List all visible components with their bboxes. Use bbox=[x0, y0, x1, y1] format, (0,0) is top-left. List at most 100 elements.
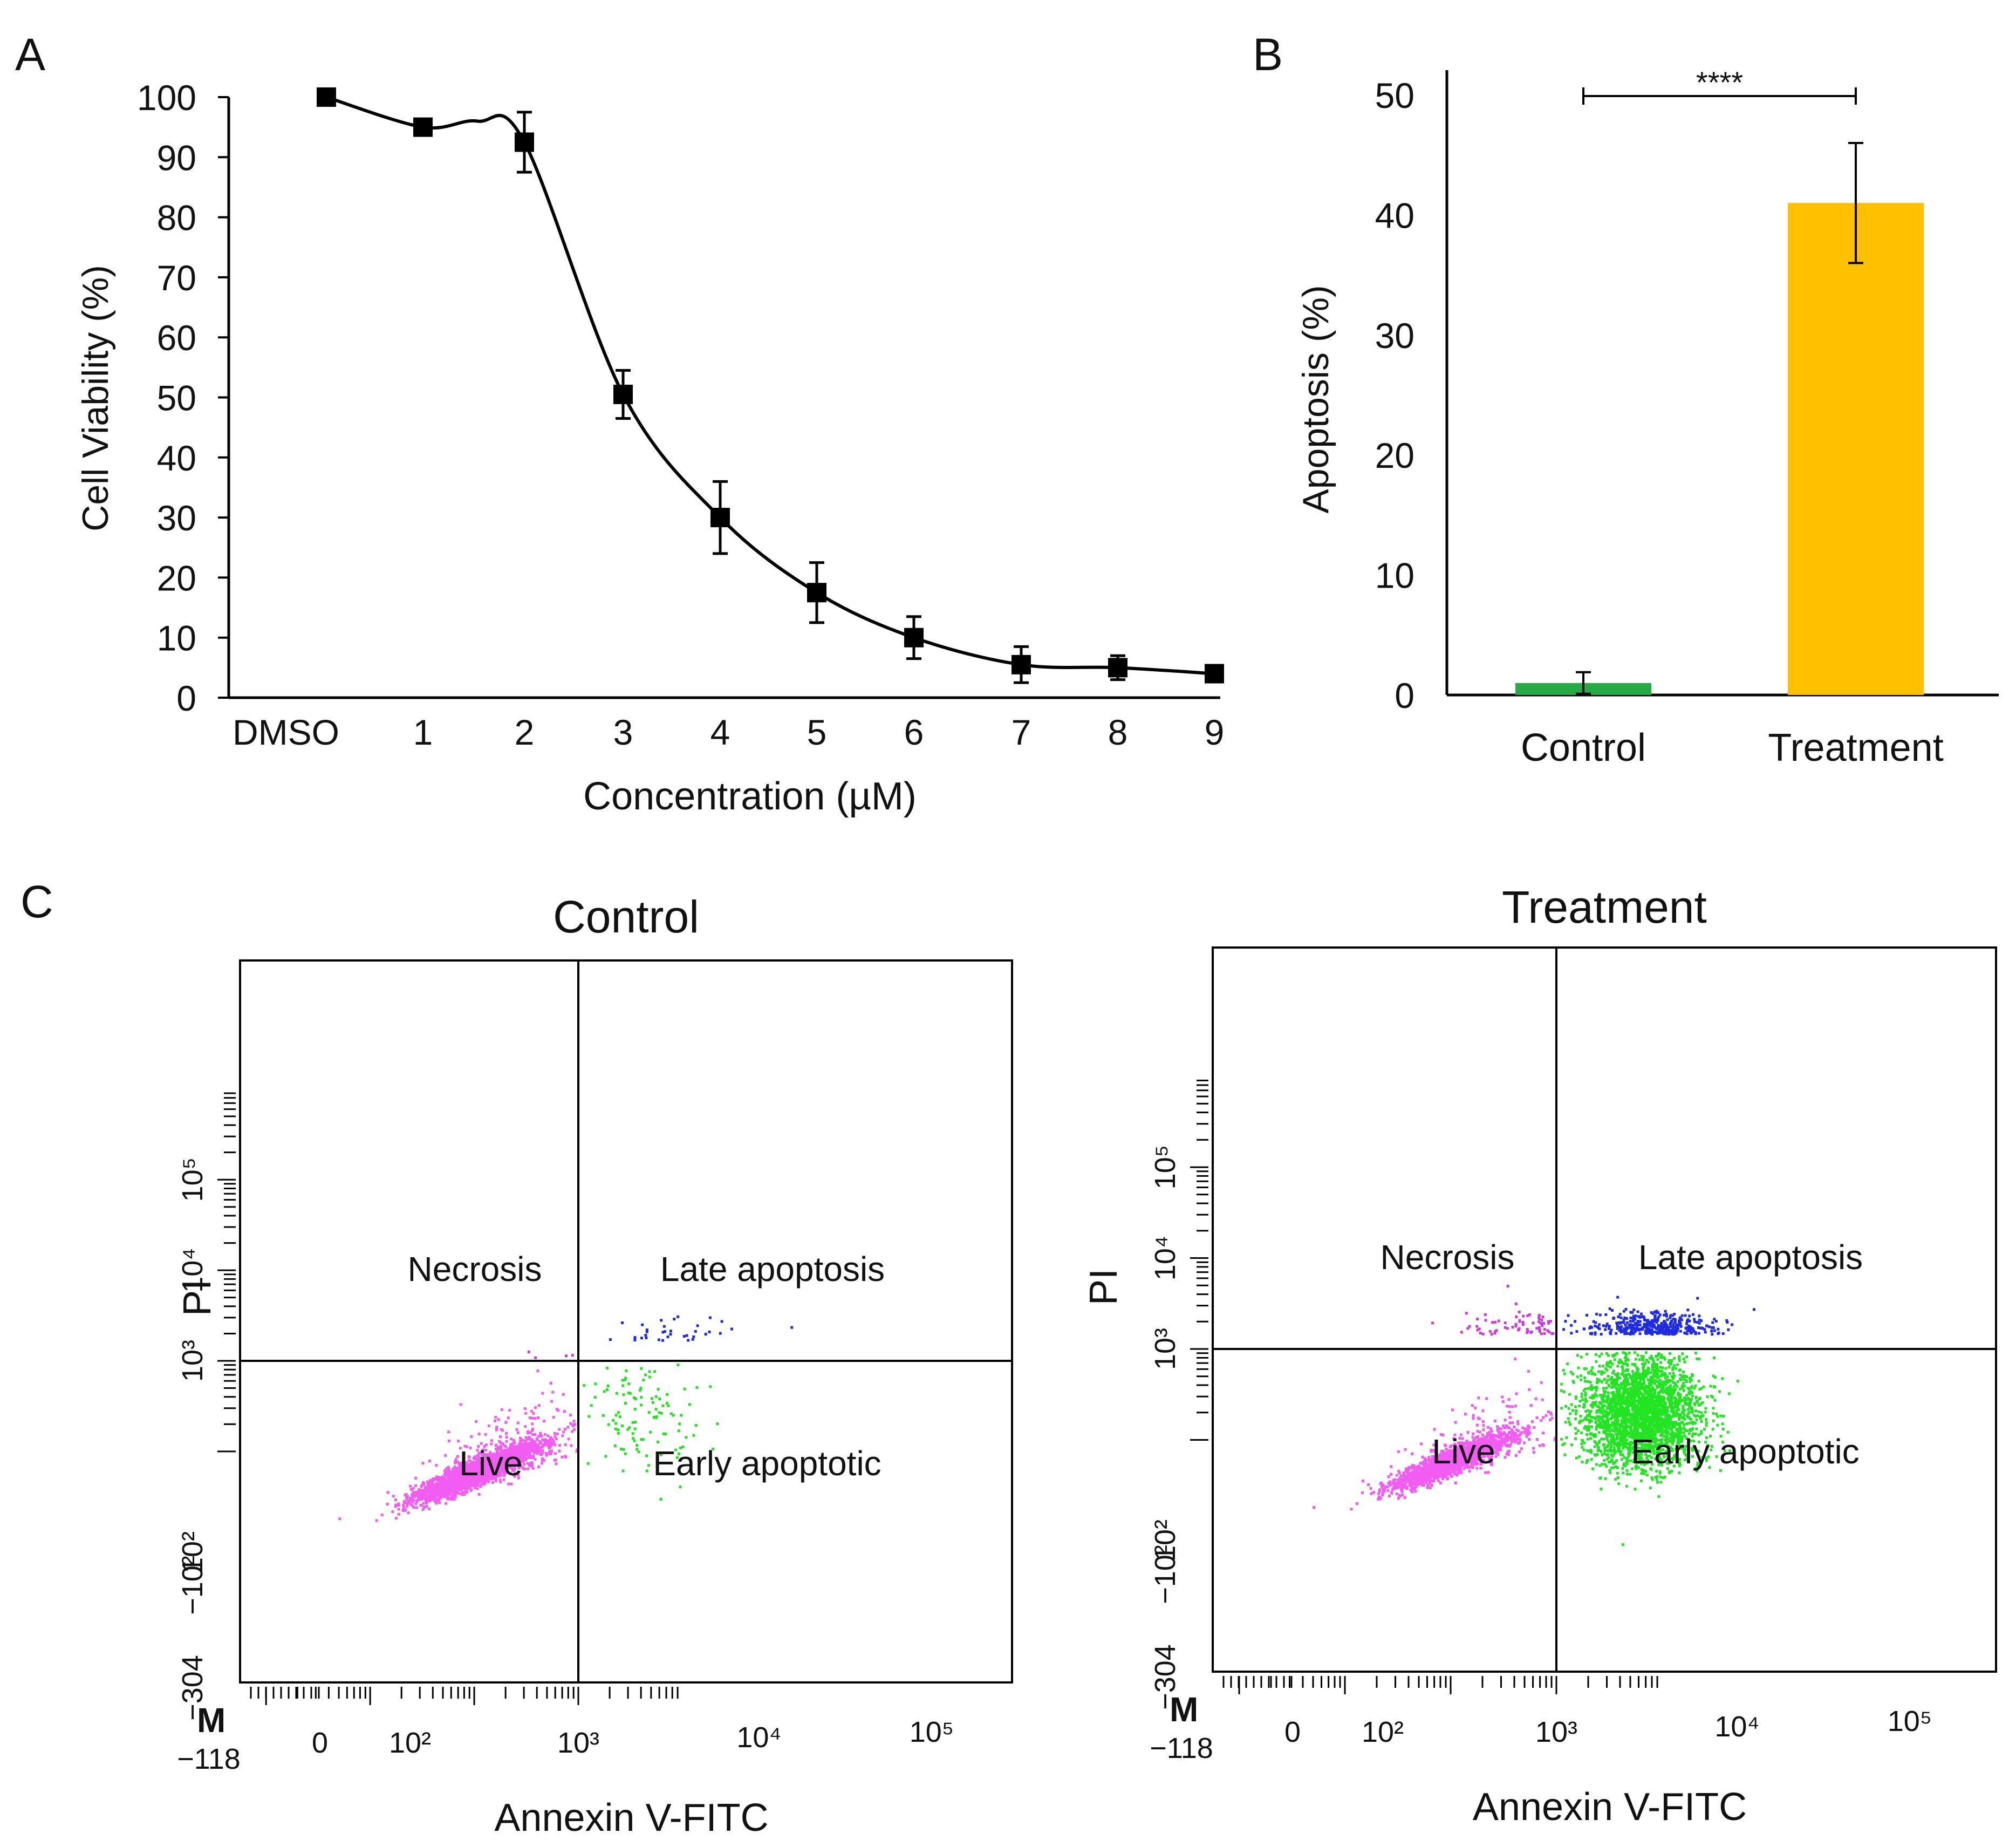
flow-dot bbox=[454, 1458, 457, 1461]
flow-dot bbox=[435, 1489, 438, 1492]
flow-dot bbox=[635, 1444, 639, 1447]
flow-dot bbox=[654, 1416, 658, 1419]
flow-dot bbox=[510, 1437, 513, 1441]
flow-dot bbox=[477, 1451, 481, 1455]
flow-dot bbox=[606, 1385, 610, 1387]
flow-dot bbox=[720, 1320, 723, 1323]
flow-dot bbox=[669, 1330, 672, 1333]
flow-dot bbox=[533, 1451, 536, 1454]
flow-dot bbox=[627, 1392, 630, 1395]
flow-dot bbox=[468, 1463, 471, 1466]
flow-dot bbox=[614, 1414, 618, 1417]
flow-dot bbox=[447, 1430, 450, 1434]
flow-dot bbox=[541, 1392, 544, 1395]
flow-dot bbox=[397, 1512, 400, 1516]
flow-dot bbox=[538, 1440, 541, 1443]
flow-dot bbox=[507, 1451, 510, 1454]
flow-dot bbox=[427, 1497, 430, 1501]
flow-dot bbox=[618, 1415, 621, 1419]
flow-dot bbox=[498, 1478, 502, 1481]
flow-dot bbox=[434, 1497, 438, 1500]
flow-dot bbox=[522, 1467, 525, 1470]
flow-plot-title: Treatment bbox=[1502, 882, 1707, 932]
flow-dot bbox=[494, 1415, 497, 1419]
flow-dot bbox=[651, 1401, 654, 1404]
flow-dot bbox=[696, 1324, 699, 1327]
flow-dot bbox=[666, 1335, 669, 1339]
flow-dot bbox=[677, 1429, 680, 1433]
flow-dot bbox=[659, 1498, 662, 1501]
flow-dot bbox=[641, 1323, 644, 1326]
flow-dot bbox=[621, 1379, 624, 1382]
flow-dot bbox=[433, 1484, 436, 1487]
flow-dot bbox=[508, 1409, 511, 1412]
flow-dot bbox=[416, 1499, 419, 1502]
flow-dot bbox=[439, 1488, 442, 1491]
flow-dot bbox=[604, 1455, 607, 1458]
flow-dot bbox=[587, 1415, 591, 1418]
flow-dot bbox=[444, 1454, 447, 1457]
flow-dot bbox=[422, 1483, 426, 1486]
flow-dot bbox=[543, 1420, 545, 1423]
flow-y-tick-label: 10³ bbox=[176, 1340, 209, 1382]
flow-dot bbox=[534, 1444, 537, 1448]
flow-dot bbox=[620, 1448, 623, 1450]
flow-dot bbox=[531, 1433, 534, 1436]
flow-dot bbox=[549, 1440, 552, 1443]
flow-dot bbox=[688, 1403, 691, 1406]
flow-dot bbox=[562, 1430, 565, 1434]
flow-dot bbox=[541, 1449, 544, 1452]
flow-dot bbox=[434, 1478, 437, 1481]
flow-dot bbox=[447, 1466, 450, 1469]
panel-a-x-label: Concentration (µM) bbox=[583, 775, 917, 818]
flow-dot bbox=[535, 1437, 538, 1440]
panel-a-x-ticks: DMSO 1 2 3 4 5 6 7 8 9 bbox=[233, 712, 1224, 752]
quadrant-label: Late apoptosis bbox=[660, 1250, 885, 1289]
panel-b-y-tick-label: 0 bbox=[1395, 676, 1414, 715]
flow-dot bbox=[532, 1412, 535, 1415]
flow-dot bbox=[477, 1493, 481, 1496]
flow-dot bbox=[658, 1338, 660, 1341]
flow-dot bbox=[550, 1443, 553, 1446]
flow-dot bbox=[397, 1502, 400, 1505]
flow-dot bbox=[553, 1435, 557, 1438]
flow-dot bbox=[450, 1470, 453, 1474]
flow-dot bbox=[622, 1393, 625, 1396]
flow-dot bbox=[428, 1500, 432, 1502]
flow-dot bbox=[455, 1483, 459, 1487]
flow-dot bbox=[453, 1472, 456, 1475]
flow-dot bbox=[505, 1440, 508, 1443]
flow-dot bbox=[527, 1432, 530, 1435]
flow-dot bbox=[449, 1492, 452, 1495]
flow-dot bbox=[484, 1433, 487, 1436]
flow-dot bbox=[530, 1444, 534, 1448]
flow-dot bbox=[676, 1363, 680, 1366]
flow-dot bbox=[454, 1478, 457, 1481]
flow-dot bbox=[453, 1466, 456, 1468]
flow-dot bbox=[631, 1432, 634, 1435]
flow-dot bbox=[569, 1414, 572, 1416]
flow-dot bbox=[411, 1501, 414, 1503]
flow-dot bbox=[464, 1485, 468, 1488]
flow-dot bbox=[525, 1437, 529, 1441]
flow-dot bbox=[709, 1385, 712, 1388]
flow-dot bbox=[685, 1436, 688, 1439]
panel-a-y-tick-label: 60 bbox=[157, 318, 196, 358]
flow-dot bbox=[466, 1491, 468, 1494]
flow-dot bbox=[530, 1409, 534, 1413]
flow-dot bbox=[657, 1388, 660, 1391]
flow-dot bbox=[638, 1389, 641, 1392]
flow-dot bbox=[523, 1407, 527, 1410]
flow-x-axis-label: Annexin V-FITC bbox=[494, 1796, 768, 1839]
flow-dot bbox=[552, 1415, 555, 1419]
flow-dot bbox=[567, 1437, 570, 1441]
flow-dot bbox=[477, 1455, 480, 1458]
flow-dot bbox=[561, 1434, 564, 1437]
flow-dot bbox=[452, 1475, 455, 1478]
flow-dot bbox=[644, 1333, 647, 1337]
flow-dot bbox=[550, 1400, 553, 1403]
flow-dot bbox=[572, 1428, 576, 1432]
flow-dot bbox=[645, 1328, 648, 1332]
